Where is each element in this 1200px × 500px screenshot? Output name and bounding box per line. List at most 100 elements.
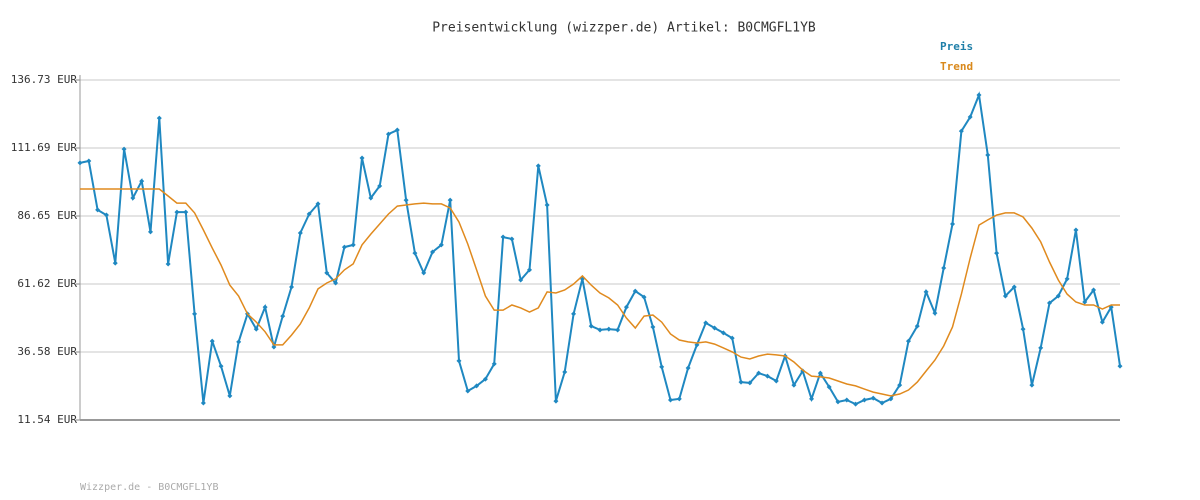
data-point bbox=[112, 260, 118, 266]
data-point bbox=[200, 400, 206, 406]
data-point bbox=[1002, 293, 1008, 299]
data-point bbox=[588, 323, 594, 329]
data-point bbox=[861, 397, 867, 403]
data-point bbox=[623, 304, 629, 310]
data-point bbox=[791, 382, 797, 388]
data-point bbox=[465, 388, 471, 394]
data-point bbox=[923, 289, 929, 295]
data-point bbox=[879, 400, 885, 406]
data-point bbox=[668, 397, 674, 403]
data-point bbox=[747, 380, 753, 386]
data-point bbox=[77, 160, 83, 166]
data-point bbox=[341, 244, 347, 250]
data-point bbox=[262, 304, 268, 310]
data-point bbox=[518, 277, 524, 283]
data-point bbox=[1046, 300, 1052, 306]
data-point bbox=[729, 335, 735, 341]
data-point bbox=[421, 270, 427, 276]
data-point bbox=[1073, 227, 1079, 233]
data-point bbox=[526, 267, 532, 273]
data-point bbox=[650, 324, 656, 330]
data-point bbox=[183, 209, 189, 215]
data-point bbox=[121, 146, 127, 152]
data-point bbox=[641, 294, 647, 300]
legend-label: Trend bbox=[940, 60, 973, 73]
data-point bbox=[174, 209, 180, 215]
data-point bbox=[720, 330, 726, 336]
series-line bbox=[79, 91, 1121, 406]
data-point bbox=[148, 229, 154, 235]
data-point bbox=[430, 249, 436, 255]
y-tick-label: 136.73 EUR bbox=[11, 73, 78, 86]
data-point bbox=[535, 163, 541, 169]
data-point bbox=[967, 114, 973, 120]
data-point bbox=[377, 183, 383, 189]
data-point bbox=[289, 284, 295, 290]
data-point bbox=[297, 230, 303, 236]
data-point bbox=[1064, 276, 1070, 282]
data-point bbox=[103, 212, 109, 218]
data-point bbox=[932, 310, 938, 316]
data-point bbox=[130, 195, 136, 201]
data-point bbox=[192, 311, 198, 317]
data-point bbox=[95, 207, 101, 213]
data-point bbox=[253, 326, 259, 332]
data-point bbox=[756, 370, 762, 376]
y-tick-label: 61.62 EUR bbox=[17, 277, 77, 290]
y-tick-label: 111.69 EUR bbox=[11, 141, 78, 154]
data-point bbox=[703, 320, 709, 326]
data-point bbox=[456, 358, 462, 364]
y-tick-label: 11.54 EUR bbox=[17, 413, 77, 426]
data-point bbox=[1029, 382, 1035, 388]
data-point bbox=[1082, 299, 1088, 305]
data-point bbox=[86, 158, 92, 164]
data-point bbox=[615, 327, 621, 333]
data-point bbox=[571, 311, 577, 317]
data-point bbox=[659, 364, 665, 370]
data-point bbox=[676, 396, 682, 402]
data-point bbox=[236, 339, 242, 345]
footer: Wizzper.de - B0CMGFL1YB bbox=[80, 482, 218, 493]
data-point bbox=[482, 376, 488, 382]
data-point bbox=[606, 326, 612, 332]
data-point bbox=[941, 265, 947, 271]
data-point bbox=[280, 313, 286, 319]
data-point bbox=[1038, 345, 1044, 351]
data-point bbox=[509, 236, 515, 242]
data-point bbox=[853, 401, 859, 407]
data-point bbox=[403, 197, 409, 203]
data-point bbox=[764, 373, 770, 379]
data-point bbox=[315, 201, 321, 207]
data-point bbox=[500, 234, 506, 240]
data-point bbox=[738, 379, 744, 385]
data-point bbox=[597, 327, 603, 333]
data-point bbox=[562, 369, 568, 375]
data-point bbox=[324, 270, 330, 276]
data-point bbox=[817, 370, 823, 376]
data-point bbox=[835, 399, 841, 405]
data-point bbox=[474, 383, 480, 389]
data-point bbox=[165, 261, 171, 267]
data-point bbox=[976, 92, 982, 98]
data-point bbox=[888, 396, 894, 402]
data-point bbox=[870, 395, 876, 401]
data-point bbox=[1099, 319, 1105, 325]
data-point bbox=[359, 155, 365, 161]
legend-label: Preis bbox=[940, 40, 973, 53]
data-point bbox=[333, 280, 339, 286]
data-point bbox=[985, 152, 991, 158]
data-point bbox=[685, 365, 691, 371]
data-point bbox=[1011, 284, 1017, 290]
series-line bbox=[80, 188, 1120, 397]
data-point bbox=[694, 342, 700, 348]
data-point bbox=[773, 378, 779, 384]
data-point bbox=[209, 338, 215, 344]
y-tick-label: 86.65 EUR bbox=[17, 209, 77, 222]
data-point bbox=[447, 197, 453, 203]
data-point bbox=[958, 128, 964, 134]
data-point bbox=[632, 288, 638, 294]
data-point bbox=[712, 325, 718, 331]
chart-title: Preisentwicklung (wizzper.de) Artikel: B… bbox=[432, 21, 816, 36]
data-point bbox=[306, 211, 312, 217]
